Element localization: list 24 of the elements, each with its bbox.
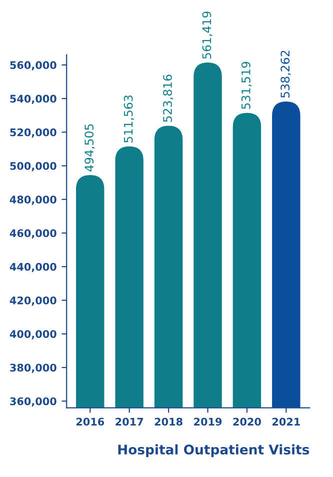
y-tick-label: 400,000 — [10, 330, 56, 340]
y-tick-label: 360,000 — [10, 397, 56, 407]
y-tick-label: 480,000 — [10, 196, 56, 205]
x-tick-label: 2020 — [233, 418, 261, 426]
data-label: 511,563 — [124, 95, 134, 142]
y-tick-label: 460,000 — [10, 229, 56, 238]
y-tick-label: 420,000 — [10, 296, 56, 306]
data-label: 494,505 — [84, 124, 95, 172]
x-tick-label: 2019 — [194, 418, 222, 426]
data-label: 531,519 — [241, 62, 252, 109]
y-tick-label: 380,000 — [10, 364, 56, 373]
y-tick-label: 520,000 — [10, 128, 56, 138]
x-tick-label: 2017 — [116, 418, 143, 426]
x-tick-label: 2016 — [76, 418, 104, 426]
x-tick-label: 2018 — [154, 418, 182, 426]
data-label: 561,419 — [202, 12, 212, 59]
y-tick-label: 560,000 — [10, 61, 56, 70]
y-tick-label: 440,000 — [10, 262, 56, 272]
y-tick-label: 500,000 — [10, 162, 56, 172]
x-tick-label: 2021 — [272, 418, 300, 426]
y-tick-label: 540,000 — [10, 94, 56, 104]
data-label: 538,262 — [280, 50, 291, 98]
data-label: 523,816 — [163, 74, 174, 122]
x-axis-title: Hospital Outpatient Visits — [118, 444, 310, 458]
